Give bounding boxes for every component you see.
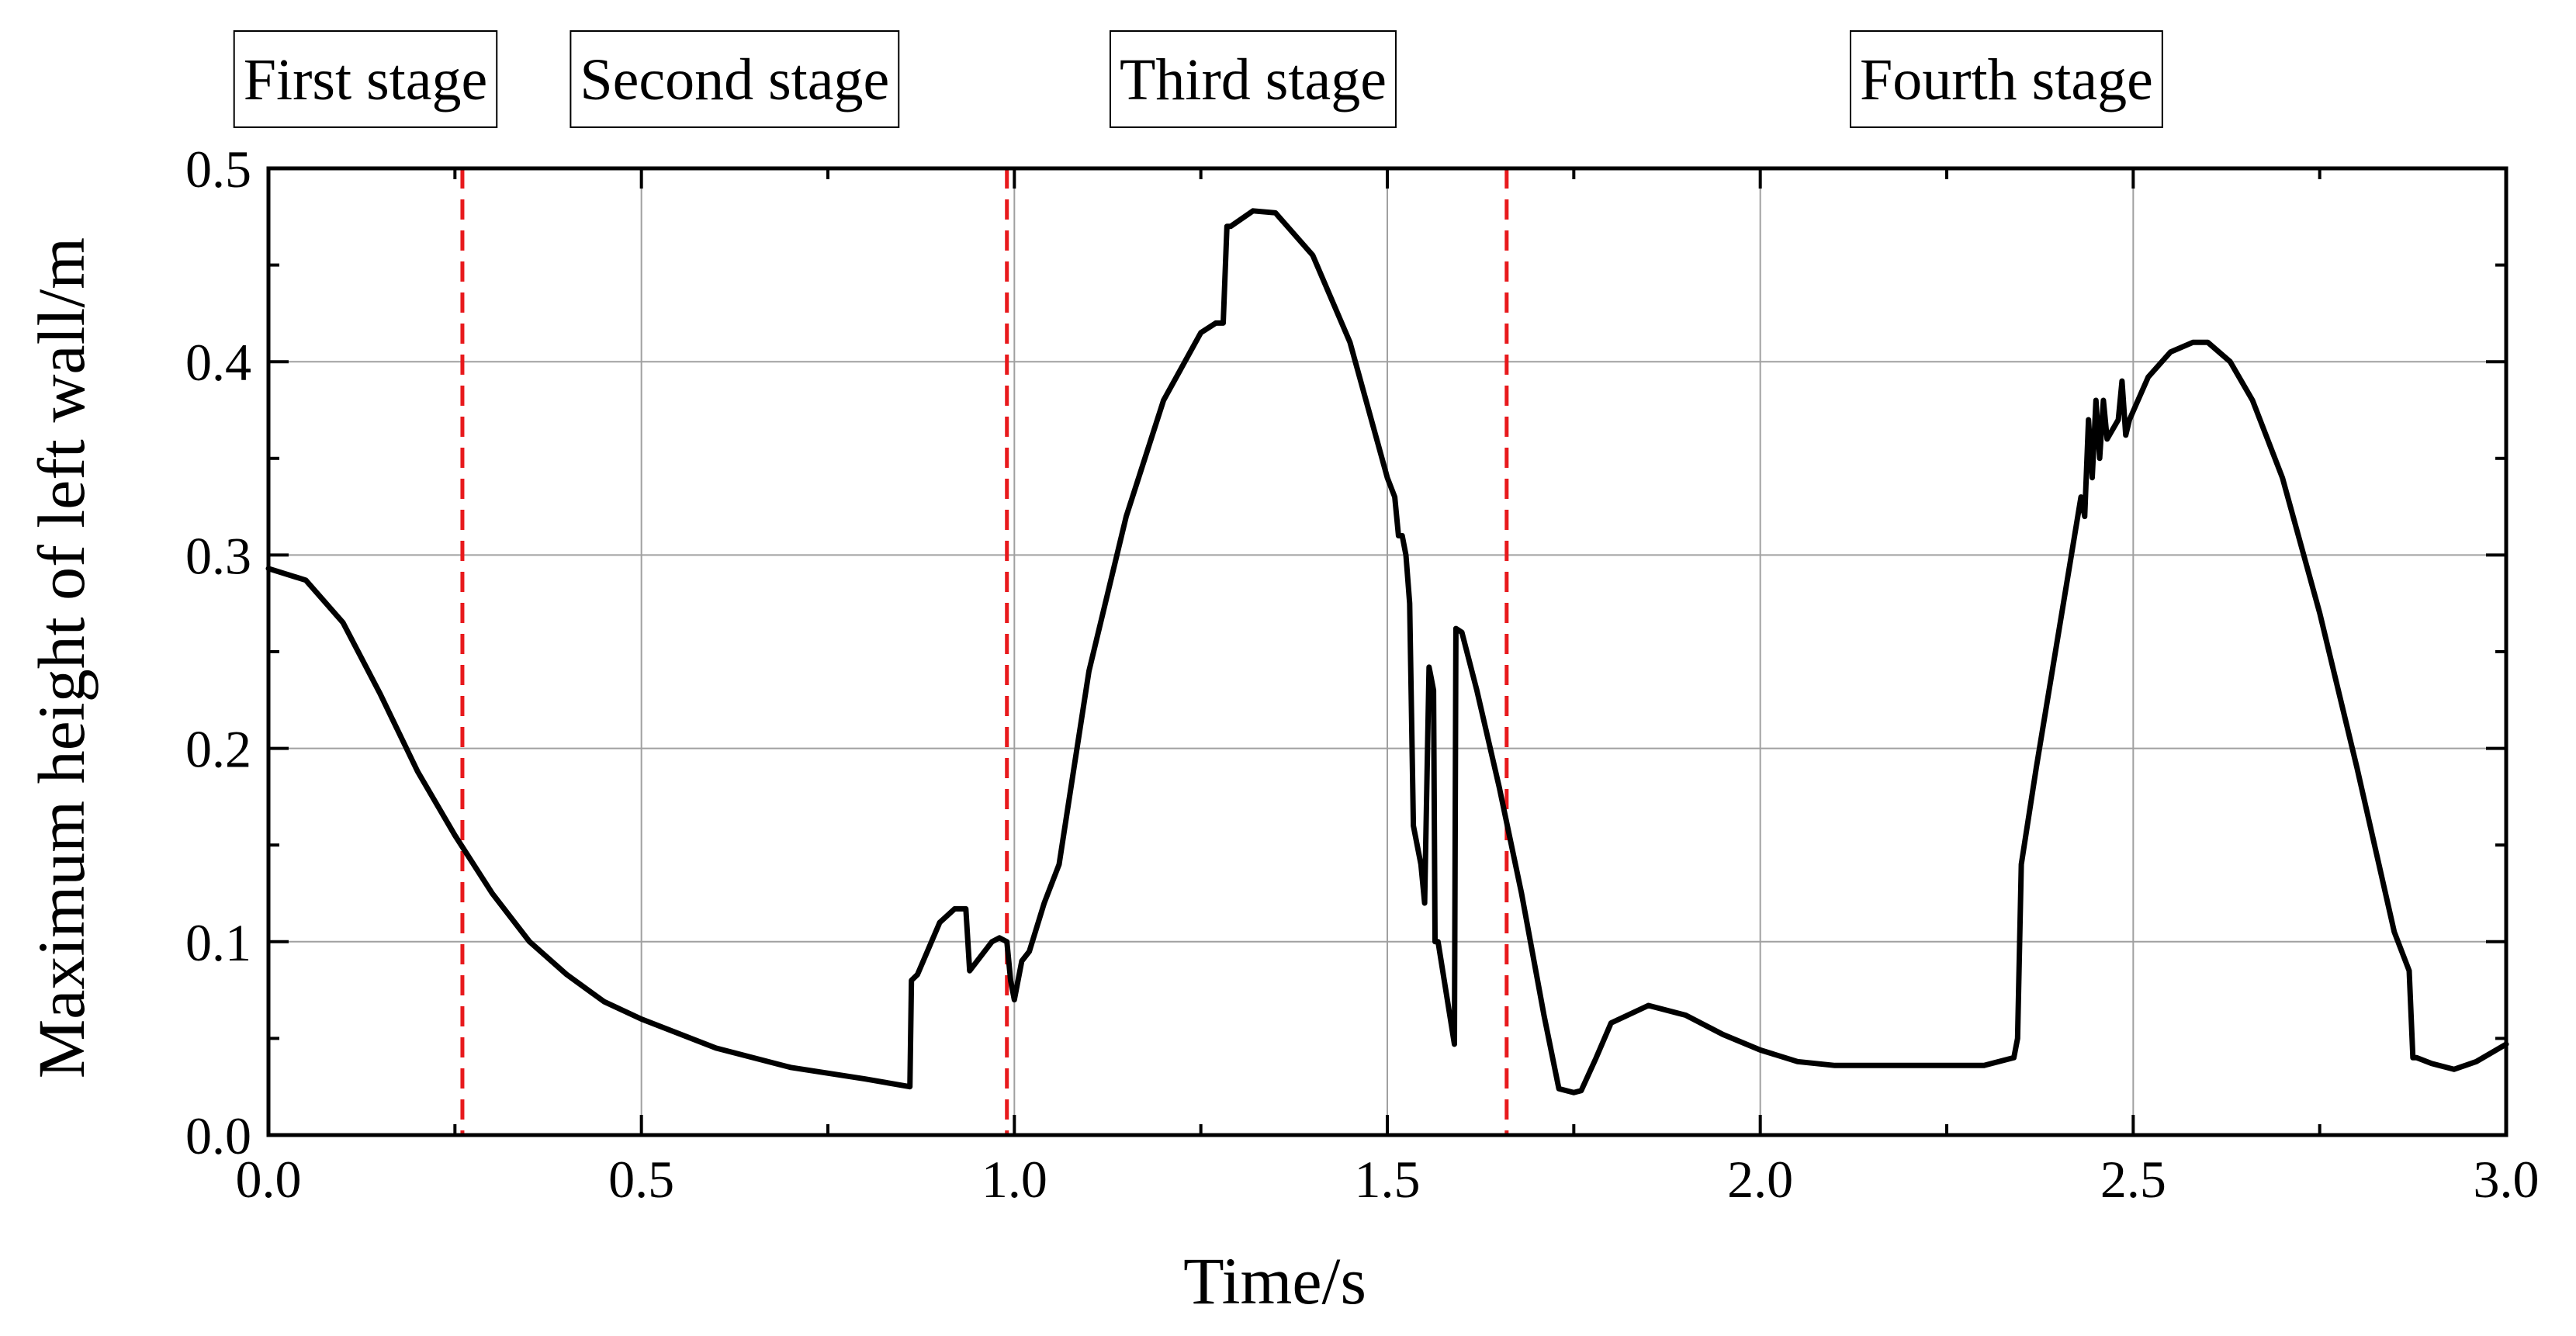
stage-labels: First stage Second stage Third stage Fourth… xyxy=(233,30,2163,128)
x-tick-label: 2.0 xyxy=(1727,1150,1793,1209)
stage-label: Second stage xyxy=(580,47,889,112)
x-tick-label: 3.0 xyxy=(2474,1150,2540,1209)
y-tick-label: 0.0 xyxy=(185,1106,251,1165)
y-tick-label: 0.3 xyxy=(185,526,251,585)
series-line xyxy=(265,208,2509,1095)
axis-ticks xyxy=(267,167,2508,1137)
y-tick-label: 0.2 xyxy=(185,720,251,779)
stage-label-box xyxy=(1849,30,2163,128)
stage-label-box xyxy=(570,30,900,128)
y-axis-title: Maximum height of left wall/m xyxy=(24,237,99,1078)
stage-label-box xyxy=(233,30,498,128)
x-tick-label: 1.5 xyxy=(1355,1150,1421,1209)
x-axis-title: Time/s xyxy=(1183,1244,1366,1318)
y-tick-label: 0.4 xyxy=(185,333,251,392)
x-tick-label: 1.0 xyxy=(982,1150,1047,1209)
y-tick-label: 0.5 xyxy=(185,140,251,199)
stage-label: Third stage xyxy=(1120,47,1387,112)
grid xyxy=(268,168,2506,1135)
stage-label-box xyxy=(1109,30,1397,128)
x-tick-label: 2.5 xyxy=(2100,1150,2166,1209)
tick-labels: 0.0 0.5 1.0 1.5 2.0 2.5 3.0 0.0 0.1 0.2 0.3 0.4 0.5 xyxy=(185,140,2540,1209)
stage-label: Fourth stage xyxy=(1860,47,2153,112)
stage-label: First stage xyxy=(244,47,488,112)
stage-boundaries xyxy=(460,168,1509,1135)
series-group xyxy=(265,208,2509,1095)
x-tick-label: 0.0 xyxy=(236,1150,302,1209)
x-tick-label: 0.5 xyxy=(608,1150,674,1209)
y-tick-label: 0.1 xyxy=(185,913,251,972)
